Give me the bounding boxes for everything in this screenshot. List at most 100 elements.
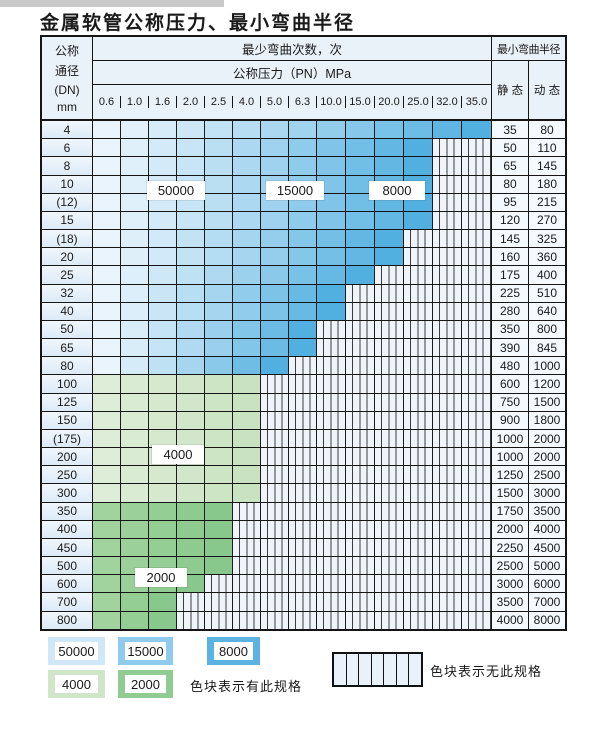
- row-label-dn: 4: [42, 121, 93, 139]
- table-row-dn-4: 4 35 80: [42, 121, 565, 140]
- spec-cell-available: [93, 175, 121, 193]
- spec-cell-available: [205, 557, 233, 575]
- spec-cell-unavailable-hatch: [261, 557, 289, 575]
- spec-cell-unavailable-hatch: [404, 248, 433, 266]
- static-radius-value: 280: [491, 302, 528, 320]
- spec-cell-unavailable-hatch: [289, 411, 317, 429]
- spec-cell-available: [177, 357, 205, 375]
- dynamic-radius-value: 400: [528, 266, 565, 284]
- static-column-header: 静 态: [491, 61, 528, 119]
- row-label-dn: (18): [42, 230, 93, 248]
- spec-cell-available: [346, 121, 375, 139]
- spec-cell-unavailable-hatch: [289, 375, 317, 393]
- spec-cell-unavailable-hatch: [433, 484, 462, 502]
- dynamic-radius-value: 3000: [528, 484, 565, 502]
- spec-cell-unavailable-hatch: [346, 375, 375, 393]
- spec-cell-available: [93, 538, 121, 557]
- spec-cell-available: [317, 248, 346, 266]
- spec-cell-available: [404, 157, 433, 175]
- table-row-dn-65: 65 390 845: [42, 339, 565, 358]
- spec-cell-unavailable-hatch: [404, 393, 433, 411]
- spec-cell-unavailable-hatch: [404, 502, 433, 520]
- spec-cell-available: [205, 193, 233, 211]
- spec-cell-unavailable-hatch: [404, 411, 433, 429]
- spec-cell-available: [121, 538, 149, 557]
- static-radius-value: 350: [491, 320, 528, 339]
- spec-cell-available: [93, 429, 121, 448]
- static-radius-value: 3500: [491, 593, 528, 611]
- spec-cell-unavailable-hatch: [462, 230, 491, 248]
- spec-cell-unavailable-hatch: [346, 538, 375, 557]
- pressure-col-header-6.3: 6.3: [289, 96, 317, 108]
- annotation-4000: 4000: [152, 445, 204, 464]
- spec-cell-unavailable-hatch: [346, 429, 375, 448]
- spec-cell-available: [289, 284, 317, 302]
- spec-cell-available: [121, 230, 149, 248]
- dynamic-radius-value: 2000: [528, 429, 565, 448]
- spec-cell-available: [149, 393, 177, 411]
- spec-cell-unavailable-hatch: [404, 339, 433, 357]
- row-label-dn: 700: [42, 593, 93, 611]
- spec-cell-available: [177, 266, 205, 284]
- spec-cell-available: [205, 320, 233, 339]
- page-title: 金属软管公称压力、最小弯曲半径: [40, 13, 356, 34]
- spec-cell-available: [261, 320, 289, 339]
- legend-hatch-cell: [359, 654, 372, 685]
- dynamic-column-header: 动 态: [528, 61, 565, 119]
- spec-cell-available: [261, 157, 289, 175]
- spec-cell-unavailable-hatch: [433, 230, 462, 248]
- static-radius-value: 1750: [491, 502, 528, 520]
- spec-cell-unavailable-hatch: [433, 302, 462, 320]
- spec-cell-available: [93, 448, 121, 466]
- static-radius-value: 145: [491, 230, 528, 248]
- corner-line-2: 通径: [54, 64, 79, 79]
- row-label-dn: 200: [42, 448, 93, 466]
- spec-cell-unavailable-hatch: [289, 393, 317, 411]
- spec-cell-unavailable-hatch: [433, 357, 462, 375]
- spec-cell-unavailable-hatch: [375, 611, 404, 629]
- spec-cell-unavailable-hatch: [375, 302, 404, 320]
- row-label-dn: 40: [42, 302, 93, 320]
- spec-cell-available: [121, 593, 149, 611]
- spec-cell-unavailable-hatch: [346, 411, 375, 429]
- spec-cell-available: [205, 429, 233, 448]
- spec-cell-unavailable-hatch: [289, 484, 317, 502]
- pressure-col-header-32.0: 32.0: [433, 96, 462, 108]
- spec-cell-available: [317, 193, 346, 211]
- row-label-dn: 10: [42, 175, 93, 193]
- pressure-col-header-35.0: 35.0: [465, 96, 488, 108]
- spec-cell-unavailable-hatch: [462, 193, 491, 211]
- spec-cell-unavailable-hatch: [289, 448, 317, 466]
- spec-cell-unavailable-hatch: [433, 593, 462, 611]
- pressure-col-header-1.6: 1.6: [149, 96, 177, 108]
- spec-cell-unavailable-hatch: [462, 266, 491, 284]
- spec-cell-unavailable-hatch: [462, 393, 491, 411]
- dynamic-radius-value: 1000: [528, 357, 565, 375]
- pressure-col-header-10.0: 10.0: [317, 96, 346, 108]
- table-row-dn-250: 250 1250 2500: [42, 466, 565, 485]
- spec-cell-unavailable-hatch: [433, 466, 462, 484]
- pressure-col-header-15.0: 15.0: [346, 96, 375, 108]
- spec-cell-unavailable-hatch: [317, 448, 346, 466]
- spec-cell-available: [149, 211, 177, 230]
- spec-cell-available: [233, 393, 261, 411]
- spec-cell-available: [93, 211, 121, 230]
- spec-cell-available: [233, 121, 261, 139]
- spec-cell-unavailable-hatch: [462, 320, 491, 339]
- spec-cell-unavailable-hatch: [289, 466, 317, 484]
- spec-cell-available: [233, 339, 261, 357]
- pressure-col-header-2.0: 2.0: [177, 96, 205, 108]
- spec-cell-available: [346, 266, 375, 284]
- spec-cell-available: [205, 484, 233, 502]
- spec-cell-available: [375, 157, 404, 175]
- spec-cell-unavailable-hatch: [346, 575, 375, 593]
- spec-cell-unavailable-hatch: [375, 466, 404, 484]
- spec-cell-unavailable-hatch: [233, 502, 261, 520]
- spec-cell-unavailable-hatch: [375, 557, 404, 575]
- spec-cell-unavailable-hatch: [433, 429, 462, 448]
- spec-cell-unavailable-hatch: [289, 502, 317, 520]
- spec-cell-available: [233, 193, 261, 211]
- spec-cell-available: [121, 375, 149, 393]
- spec-cell-unavailable-hatch: [462, 448, 491, 466]
- spec-cell-unavailable-hatch: [317, 411, 346, 429]
